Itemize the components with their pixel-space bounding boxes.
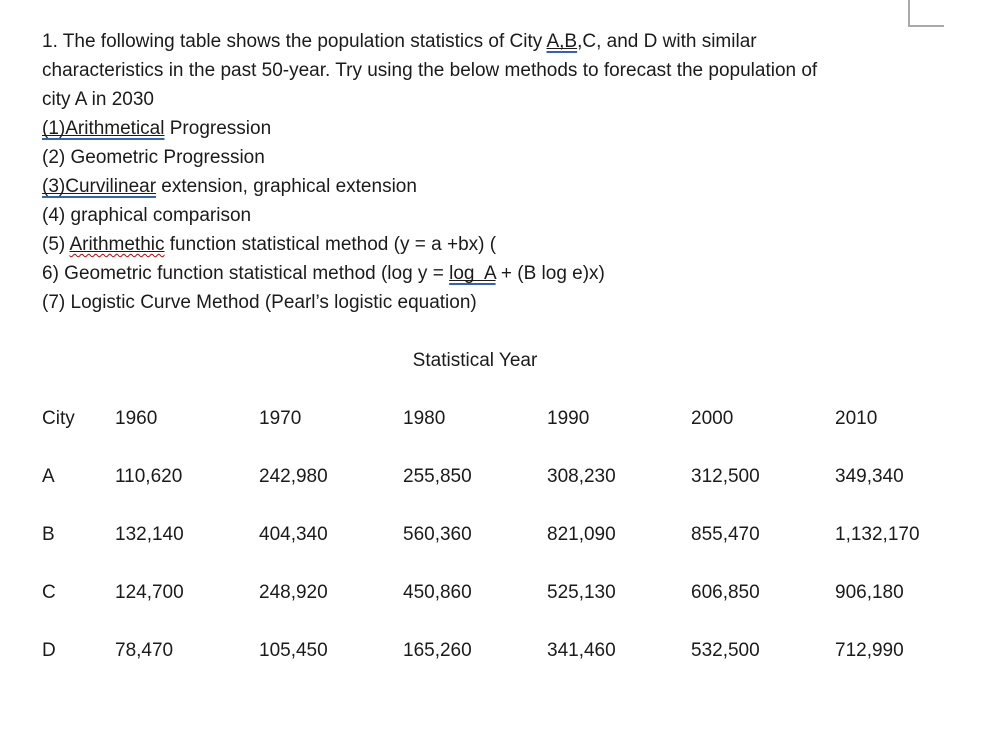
table-cell: 1,132,170 (835, 524, 920, 545)
table-cell: 341,460 (547, 640, 616, 661)
column-header: 2000 (691, 408, 734, 429)
table-cell: 349,340 (835, 466, 904, 487)
grammar-underlined-text: (3)Curvilinear (42, 176, 156, 197)
table-cell: 132,140 (115, 524, 184, 545)
table-cell: 78,470 (115, 640, 174, 661)
table-cell: 404,340 (259, 524, 328, 545)
population-table: City 1960 1970 1980 1990 2000 2010 A 110,620 242,… (42, 404, 920, 694)
table-cell: 560,360 (403, 524, 472, 545)
table-cell: 255,850 (403, 466, 472, 487)
text-line: 6) Geometric function statistical method… (42, 259, 908, 288)
column-header: 1980 (403, 408, 446, 429)
grammar-underline: (1)Arithmetical (42, 118, 165, 139)
misspelled-word: Arithmethic (69, 234, 164, 255)
table-cell: 308,230 (547, 466, 616, 487)
text-run: Progression (164, 118, 272, 139)
text-run: (2) Geometric Progression (42, 147, 265, 168)
table-cell: 450,860 (403, 582, 472, 603)
column-header: 1970 (259, 408, 302, 429)
text-run: + (B log e)x) (495, 263, 605, 284)
text-line: (2) Geometric Progression (42, 143, 908, 172)
table-cell: 124,700 (115, 582, 184, 603)
text-run: characteristics in the past 50-year. Try… (42, 60, 818, 81)
text-run: (5) (42, 234, 70, 255)
text-line: characteristics in the past 50-year. Try… (42, 56, 908, 85)
grammar-underlined-text: A,B (546, 31, 577, 52)
text-line: (1)Arithmetical Progression (42, 114, 908, 143)
spellcheck-squiggle: Arithmethic (69, 234, 165, 255)
table-cell: 855,470 (691, 524, 760, 545)
document-content: 1. The following table shows the populat… (42, 27, 920, 694)
text-line: city A in 2030 (42, 85, 908, 114)
table-cell: 248,920 (259, 582, 328, 603)
text-line: (5) Arithmethic function statistical met… (42, 230, 908, 259)
table-cell: 242,980 (259, 466, 328, 487)
text-line: (7) Logistic Curve Method (Pearl’s logis… (42, 288, 908, 317)
table-cell: 532,500 (691, 640, 760, 661)
text-run: ,C, and D with similar (577, 31, 757, 52)
text-run: (7) Logistic Curve Method (Pearl’s logis… (42, 292, 477, 313)
text-line: (3)Curvilinear extension, graphical exte… (42, 172, 908, 201)
column-header: 1990 (547, 408, 590, 429)
text-run: city A in 2030 (42, 89, 154, 110)
table-cell: 105,450 (259, 640, 328, 661)
text-run: (4) graphical comparison (42, 205, 252, 226)
table-cell: 821,090 (547, 524, 616, 545)
text-run: extension, graphical extension (156, 176, 417, 197)
table-cell: 312,500 (691, 466, 760, 487)
text-run: function statistical method (y = a +bx) … (164, 234, 497, 255)
grammar-underline: A,B (546, 31, 578, 52)
row-label: D (42, 640, 56, 661)
text-run: 1. The following table shows the populat… (42, 31, 547, 52)
column-header: City (42, 408, 75, 429)
table-cell: 712,990 (835, 640, 904, 661)
row-label: A (42, 466, 55, 487)
column-header: 1960 (115, 408, 158, 429)
column-header: 2010 (835, 408, 878, 429)
table-cell: 110,620 (115, 466, 183, 487)
table-title: Statistical Year (412, 350, 538, 371)
page-margin-corner-mark (908, 0, 944, 27)
grammar-underline: log A (449, 263, 496, 284)
question-text: 1. The following table shows the populat… (42, 27, 908, 317)
row-label: C (42, 582, 56, 603)
grammar-underlined-text: (1)Arithmetical (42, 118, 164, 139)
table-cell: 165,260 (403, 640, 472, 661)
text-line: 1. The following table shows the populat… (42, 27, 908, 56)
grammar-underline: (3)Curvilinear (42, 176, 157, 197)
table-cell: 525,130 (547, 582, 616, 603)
row-label: B (42, 524, 55, 545)
table-cell: 606,850 (691, 582, 760, 603)
grammar-underlined-text: log A (449, 263, 496, 284)
text-run: 6) Geometric function statistical method… (42, 263, 450, 284)
text-line: (4) graphical comparison (42, 201, 908, 230)
table-cell: 906,180 (835, 582, 904, 603)
